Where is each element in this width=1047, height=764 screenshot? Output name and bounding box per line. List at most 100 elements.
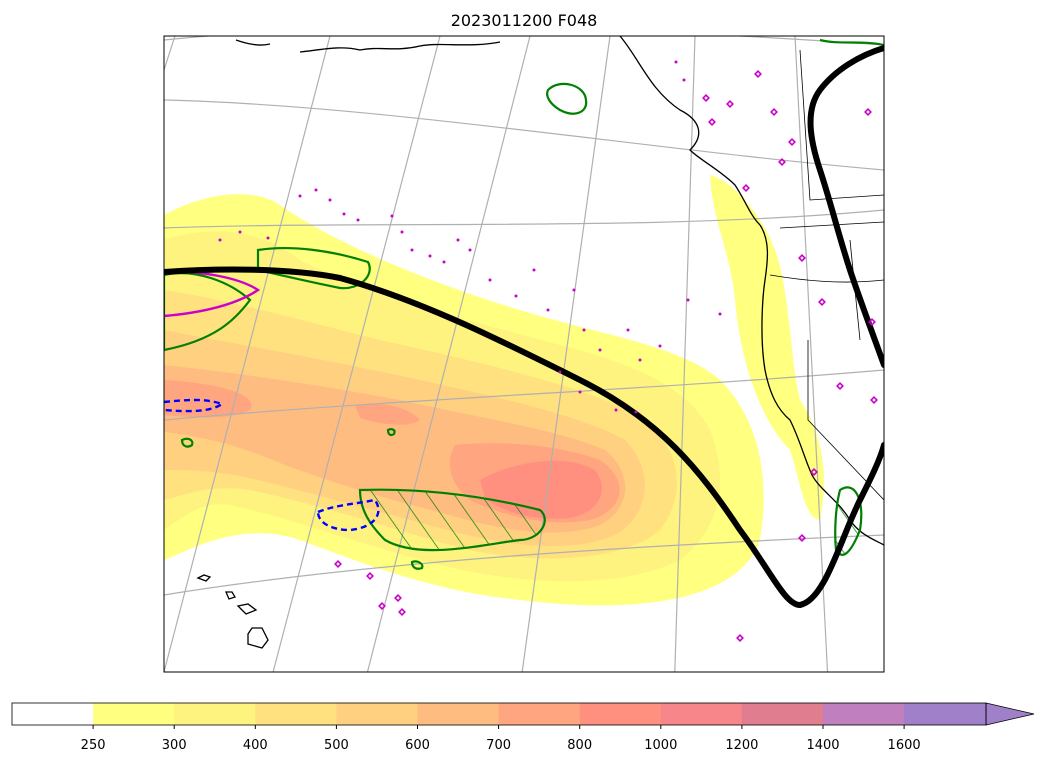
colorbar-cells xyxy=(12,703,986,725)
parallel xyxy=(164,36,884,46)
colorbar: 250 300 400 500 600 700 800 1000 1200 1400 1600 xyxy=(11,702,1035,753)
meridian xyxy=(794,36,829,672)
marker xyxy=(558,370,562,374)
marker-points xyxy=(334,70,878,642)
marker xyxy=(532,268,536,272)
green-contour-hatched xyxy=(358,488,546,552)
hawaii-island xyxy=(225,591,236,600)
marker xyxy=(488,278,492,282)
marker xyxy=(456,238,460,242)
marker xyxy=(356,218,360,222)
marker xyxy=(514,294,518,298)
marker xyxy=(582,328,586,332)
meridian xyxy=(164,36,331,672)
marker xyxy=(702,94,710,102)
colorbar-cell xyxy=(174,703,256,725)
marker xyxy=(378,602,386,610)
map-panel xyxy=(164,36,884,672)
colorbar-cell xyxy=(660,703,743,725)
marker xyxy=(578,390,582,394)
marker xyxy=(770,108,778,116)
marker xyxy=(314,188,318,192)
colorbar-tick-label: 500 xyxy=(324,738,349,753)
marker xyxy=(572,288,576,292)
marker xyxy=(638,358,642,362)
marker xyxy=(298,194,302,198)
marker xyxy=(658,344,662,348)
colorbar-cell xyxy=(579,703,662,725)
jet-axis-line xyxy=(164,45,884,609)
marker xyxy=(736,634,744,642)
colorbar-cell xyxy=(93,703,175,725)
marker xyxy=(398,608,406,616)
marker xyxy=(546,308,550,312)
blue-dashed-contours xyxy=(164,398,380,532)
marker xyxy=(778,158,786,166)
green-contour xyxy=(410,560,424,570)
hawaii-island xyxy=(247,627,269,649)
colorbar-tick-label: 1600 xyxy=(888,738,921,753)
marker xyxy=(328,198,332,202)
marker xyxy=(442,260,446,264)
green-contour xyxy=(164,272,252,352)
marker xyxy=(468,248,472,252)
marker xyxy=(674,60,678,64)
marker xyxy=(818,298,826,306)
marker xyxy=(742,184,750,192)
colorbar-tick-label: 1400 xyxy=(806,738,839,753)
marker xyxy=(428,254,432,258)
marker xyxy=(798,254,806,262)
colorbar-cell xyxy=(336,703,418,725)
marker xyxy=(868,318,876,326)
green-contour xyxy=(180,437,194,448)
bc-coast xyxy=(619,36,761,226)
marker xyxy=(870,396,878,404)
meridian xyxy=(164,36,176,71)
marker xyxy=(410,248,414,252)
colorbar-cell xyxy=(12,703,94,725)
meridian xyxy=(674,36,696,672)
colorbar-extend-arrow xyxy=(985,702,1035,726)
colorbar-tick-label: 1000 xyxy=(644,738,677,753)
marker xyxy=(682,78,686,82)
state-border xyxy=(779,221,884,229)
colorbar-cell xyxy=(255,703,337,725)
colorbar-labels: 250 300 400 500 600 700 800 1000 1200 1400 1600 xyxy=(81,725,921,753)
marker xyxy=(266,236,270,240)
colorbar-tick-label: 400 xyxy=(243,738,268,753)
colorbar-cell xyxy=(904,703,986,725)
marker xyxy=(614,408,618,412)
marker xyxy=(626,328,630,332)
marker xyxy=(218,238,222,242)
meridian xyxy=(366,36,531,672)
marker xyxy=(598,348,602,352)
marker xyxy=(238,230,242,234)
marker xyxy=(864,108,872,116)
marker xyxy=(334,560,342,568)
intl-border xyxy=(799,49,884,201)
marker xyxy=(718,312,722,316)
colorbar-tick-label: 1200 xyxy=(725,738,758,753)
colorbar-tick-label: 800 xyxy=(567,738,592,753)
colorbar-tick-label: 300 xyxy=(162,738,187,753)
colorbar-cell xyxy=(741,703,824,725)
marker xyxy=(788,138,796,146)
marker xyxy=(754,70,762,78)
map-title: 2023011200 F048 xyxy=(451,11,598,30)
colorbar-tick-label: 250 xyxy=(81,738,106,753)
green-contour xyxy=(819,38,884,47)
colorbar-cell xyxy=(498,703,581,725)
marker xyxy=(836,382,844,390)
alaska-coast xyxy=(235,39,501,53)
state-border xyxy=(807,340,884,501)
marker xyxy=(394,594,402,602)
marker xyxy=(400,230,404,234)
meridian xyxy=(521,36,611,672)
colorbar-cell xyxy=(417,703,500,725)
marker xyxy=(726,100,734,108)
marker xyxy=(634,410,638,414)
colorbar-tick-label: 700 xyxy=(486,738,511,753)
blue-contour xyxy=(316,498,380,532)
state-border xyxy=(769,274,884,283)
